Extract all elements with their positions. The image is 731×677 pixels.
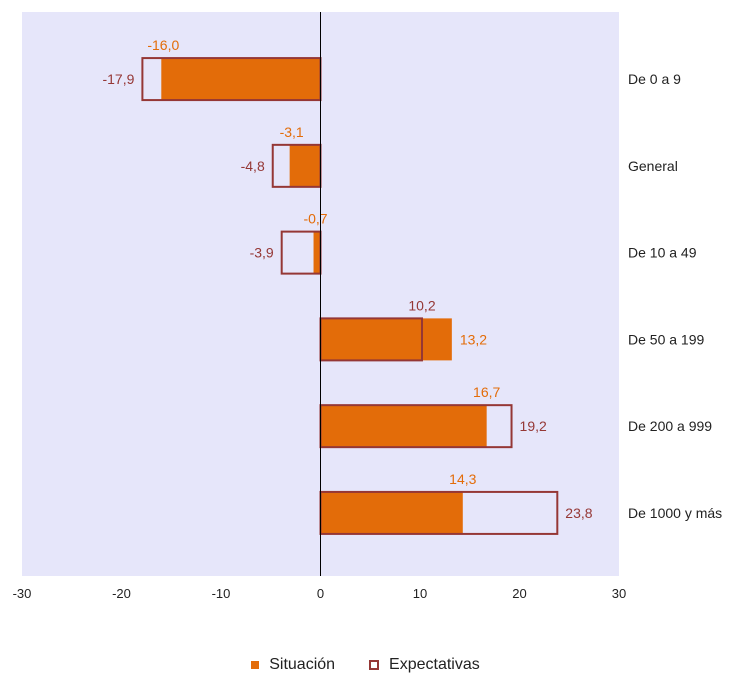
label-situacion-3: 13,2 bbox=[460, 331, 487, 347]
legend-item-situacion: Situación bbox=[251, 656, 335, 674]
legend-item-expectativas: Expectativas bbox=[369, 656, 480, 674]
x-tick-label-0: -30 bbox=[13, 586, 32, 601]
label-situacion-0: -16,0 bbox=[147, 37, 179, 53]
bar-situacion-4 bbox=[320, 405, 487, 448]
legend-swatch-expectativas bbox=[369, 660, 380, 670]
chart-legend: Situación Expectativas bbox=[0, 653, 731, 677]
x-tick-label-4: 10 bbox=[413, 586, 427, 601]
x-tick-label-2: -10 bbox=[212, 586, 231, 601]
category-label-4: De 200 a 999 bbox=[628, 418, 712, 434]
category-label-0: De 0 a 9 bbox=[628, 71, 681, 87]
label-situacion-1: -3,1 bbox=[280, 124, 304, 140]
label-expectativas-3: 10,2 bbox=[408, 297, 435, 313]
bar-situacion-1 bbox=[289, 144, 321, 187]
x-tick-label-5: 20 bbox=[512, 586, 526, 601]
bar-situacion-0 bbox=[161, 58, 321, 101]
x-tick-label-6: 30 bbox=[612, 586, 626, 601]
bar-situacion-5 bbox=[320, 491, 463, 534]
category-label-1: General bbox=[628, 158, 678, 174]
x-tick-label-1: -20 bbox=[112, 586, 131, 601]
legend-label-expectativas: Expectativas bbox=[389, 656, 480, 673]
label-situacion-4: 16,7 bbox=[473, 384, 500, 400]
bar-situacion-3 bbox=[320, 318, 452, 361]
label-expectativas-5: 23,8 bbox=[565, 505, 592, 521]
bar-situacion-2 bbox=[313, 231, 321, 274]
label-expectativas-2: -3,9 bbox=[250, 245, 274, 261]
label-expectativas-0: -17,9 bbox=[102, 71, 134, 87]
category-label-5: De 1000 y más bbox=[628, 505, 722, 521]
label-situacion-5: 14,3 bbox=[449, 471, 476, 487]
category-label-3: De 50 a 199 bbox=[628, 331, 704, 347]
category-label-2: De 10 a 49 bbox=[628, 245, 697, 261]
label-expectativas-4: 19,2 bbox=[520, 418, 547, 434]
legend-label-situacion: Situación bbox=[269, 656, 336, 673]
label-situacion-2: -0,7 bbox=[303, 211, 327, 227]
label-expectativas-1: -4,8 bbox=[241, 158, 265, 174]
x-tick-label-3: 0 bbox=[317, 586, 324, 601]
legend-swatch-situacion bbox=[251, 661, 260, 669]
